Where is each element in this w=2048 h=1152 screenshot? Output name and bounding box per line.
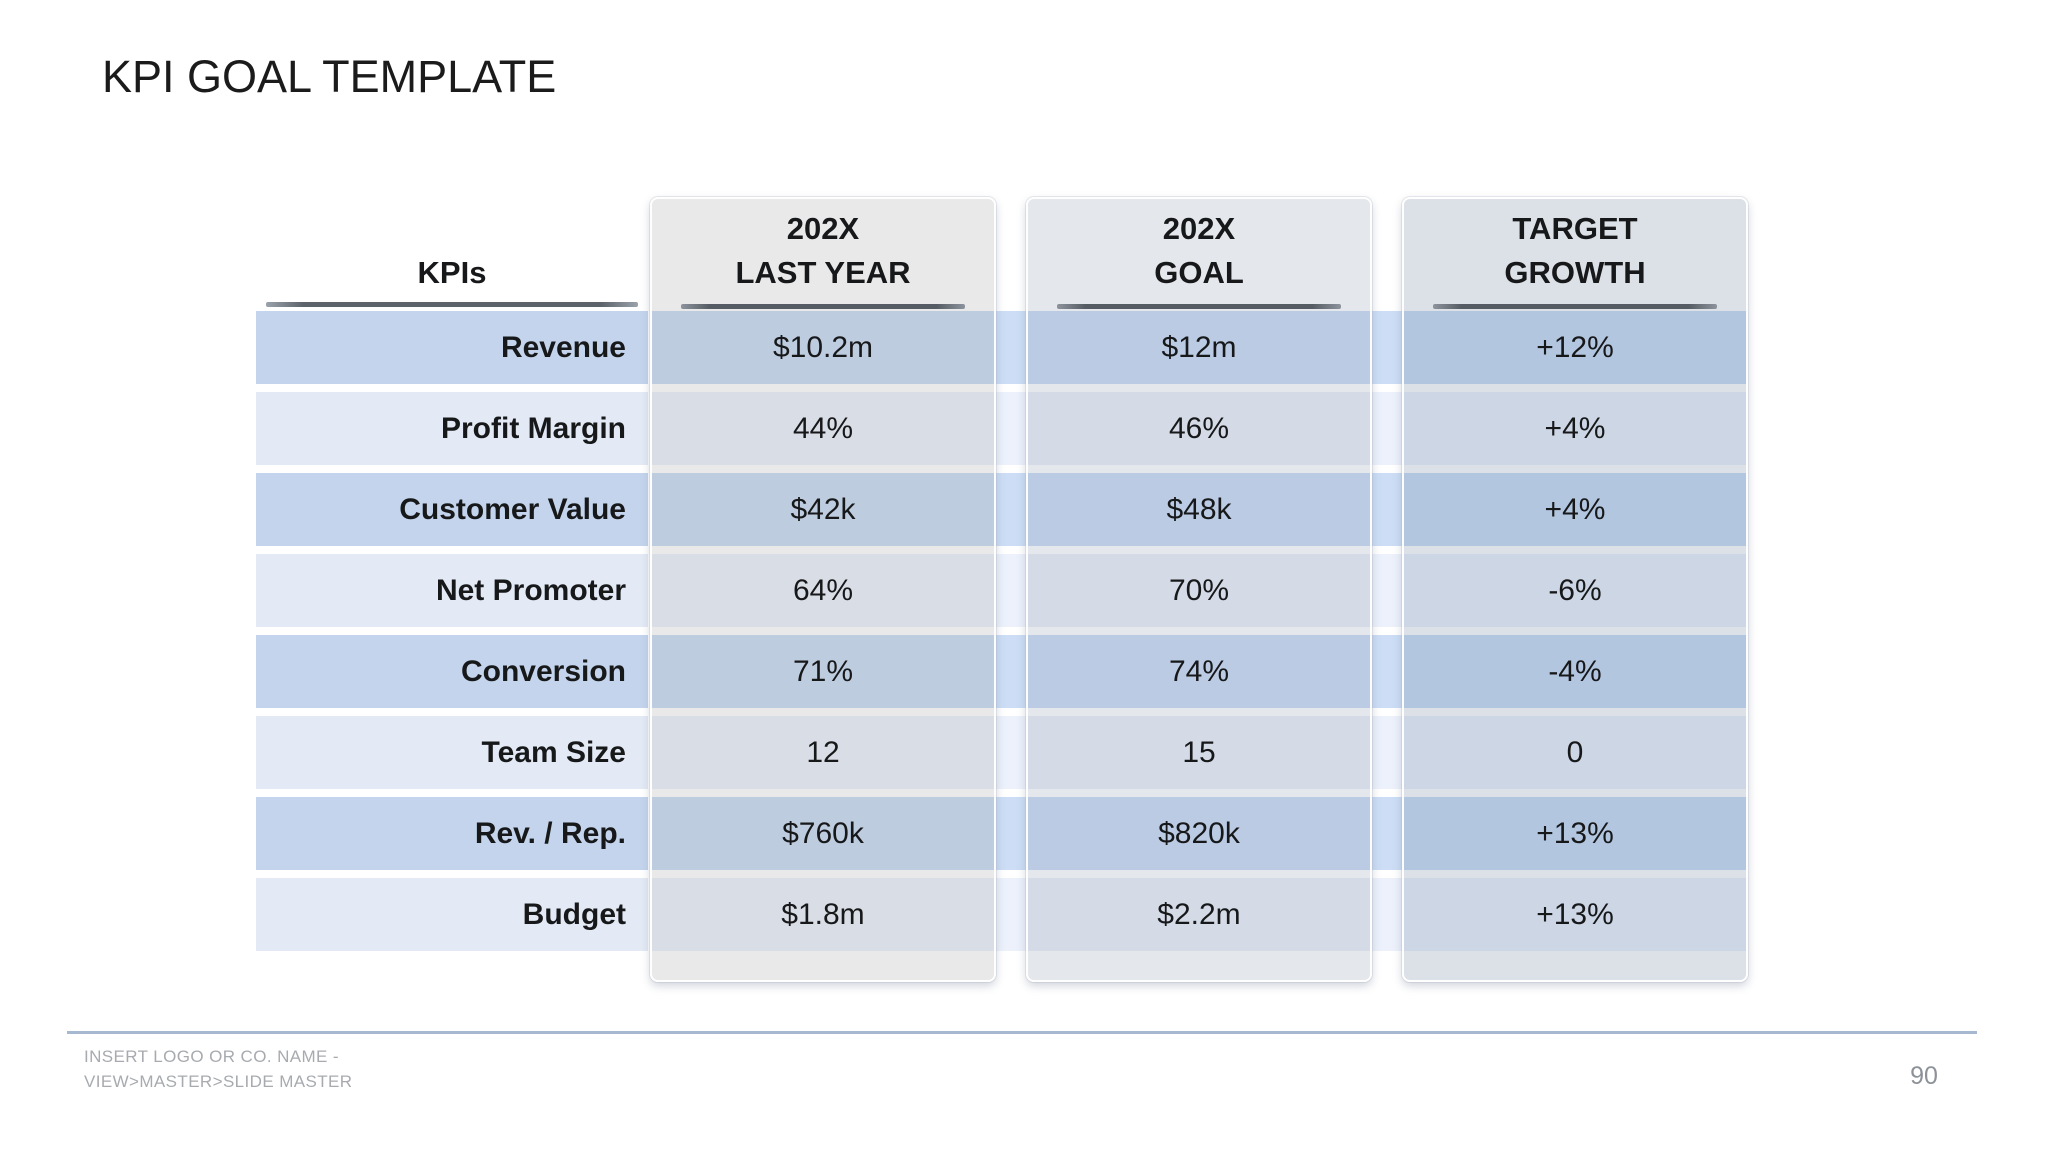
kpi-label: Conversion (460, 655, 626, 688)
column-header-line1: TARGET (1512, 211, 1638, 246)
growth-value: +12% (1536, 331, 1614, 364)
kpi-label: Team Size (481, 736, 626, 769)
growth-value: +13% (1536, 817, 1614, 850)
table-row: Team Size 12 15 0 (256, 716, 1748, 789)
footer-divider (67, 1031, 1977, 1034)
goal-value: 74% (1168, 655, 1230, 688)
column-header-underline (681, 304, 965, 309)
table-row: Profit Margin 44% 46% +4% (256, 392, 1748, 465)
column-card-goal: 202X GOAL (1026, 197, 1372, 982)
growth-value: -4% (1548, 655, 1602, 688)
last-year-value: $760k (782, 817, 864, 850)
growth-value: +4% (1544, 412, 1606, 445)
table-row: Revenue $10.2m $12m +12% (256, 311, 1748, 384)
table-row: Customer Value $42k $48k +4% (256, 473, 1748, 546)
goal-value: $820k (1158, 817, 1240, 850)
kpi-table-rows: Revenue $10.2m $12m +12% Profit Margin 44% 46%… (256, 311, 1748, 959)
last-year-value: $10.2m (772, 331, 874, 364)
goal-value: 70% (1168, 574, 1230, 607)
kpi-header-label: KPIs (417, 255, 487, 290)
kpi-label: Budget (522, 898, 626, 931)
kpi-header-underline (266, 302, 638, 307)
goal-value: $2.2m (1157, 898, 1241, 931)
kpi-column-header: KPIs (256, 197, 648, 307)
column-header-line2: GROWTH (1504, 255, 1646, 290)
last-year-value: 64% (792, 574, 854, 607)
footer-placeholder-text: INSERT LOGO OR CO. NAME - VIEW>MASTER>SL… (84, 1044, 352, 1094)
page-number: 90 (1910, 1062, 1938, 1090)
growth-value: +4% (1544, 493, 1606, 526)
column-header-line1: 202X (1162, 211, 1236, 246)
column-card-last-year: 202X LAST YEAR (650, 197, 996, 982)
column-header-line2: GOAL (1154, 255, 1244, 290)
growth-value: -6% (1548, 574, 1602, 607)
column-card-target-growth: TARGET GROWTH (1402, 197, 1748, 982)
table-row: Conversion 71% 74% -4% (256, 635, 1748, 708)
column-header-line1: 202X (786, 211, 860, 246)
kpi-label: Customer Value (399, 493, 626, 526)
last-year-value: 44% (792, 412, 854, 445)
footer-line2: VIEW>MASTER>SLIDE MASTER (84, 1072, 353, 1091)
column-header-underline (1433, 304, 1717, 309)
table-row: Budget $1.8m $2.2m +13% (256, 878, 1748, 951)
last-year-value: $1.8m (781, 898, 865, 931)
table-row: Net Promoter 64% 70% -6% (256, 554, 1748, 627)
goal-value: $12m (1161, 331, 1237, 364)
goal-value: 15 (1182, 736, 1216, 769)
kpi-label: Rev. / Rep. (474, 817, 626, 850)
column-header-goal: 202X GOAL (1028, 199, 1370, 295)
kpi-label: Net Promoter (435, 574, 626, 607)
table-row: Rev. / Rep. $760k $820k +13% (256, 797, 1748, 870)
growth-value: +13% (1536, 898, 1614, 931)
column-header-target-growth: TARGET GROWTH (1404, 199, 1746, 295)
last-year-value: 71% (792, 655, 854, 688)
kpi-label: Profit Margin (441, 412, 626, 445)
column-header-last-year: 202X LAST YEAR (652, 199, 994, 295)
goal-value: $48k (1166, 493, 1232, 526)
page-title: KPI GOAL TEMPLATE (102, 51, 557, 102)
growth-value: 0 (1566, 736, 1584, 769)
kpi-label: Revenue (500, 331, 626, 364)
column-header-underline (1057, 304, 1341, 309)
last-year-value: 12 (806, 736, 840, 769)
column-header-line2: LAST YEAR (735, 255, 911, 290)
footer-line1: INSERT LOGO OR CO. NAME - (84, 1047, 339, 1066)
goal-value: 46% (1168, 412, 1230, 445)
last-year-value: $42k (790, 493, 856, 526)
